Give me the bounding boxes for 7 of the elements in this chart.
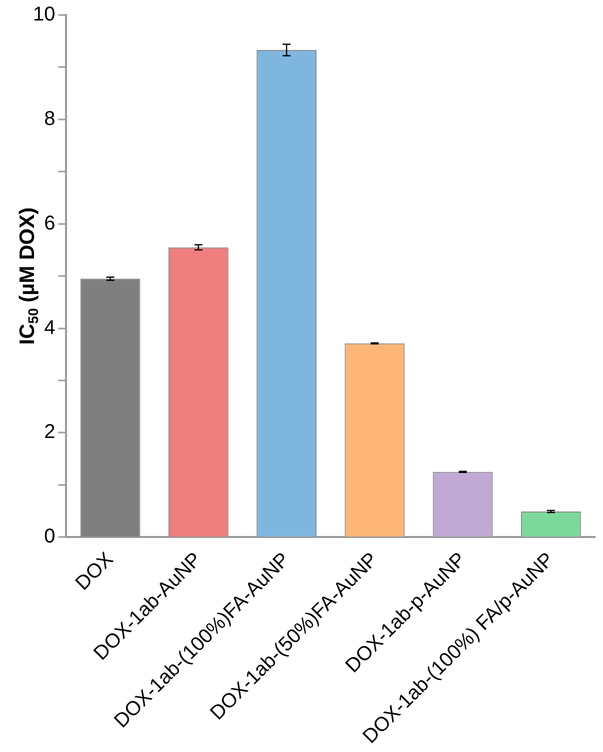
y-tick-label: 2 — [44, 421, 56, 444]
y-tick-label: 4 — [44, 316, 56, 339]
y-tick-label: 10 — [32, 4, 56, 26]
y-tick-label: 8 — [44, 108, 56, 130]
y-tick-label: 0 — [44, 526, 56, 548]
y-tick-label: 6 — [44, 212, 56, 234]
y-axis-title: IC50 (µM DOX) — [16, 207, 41, 345]
